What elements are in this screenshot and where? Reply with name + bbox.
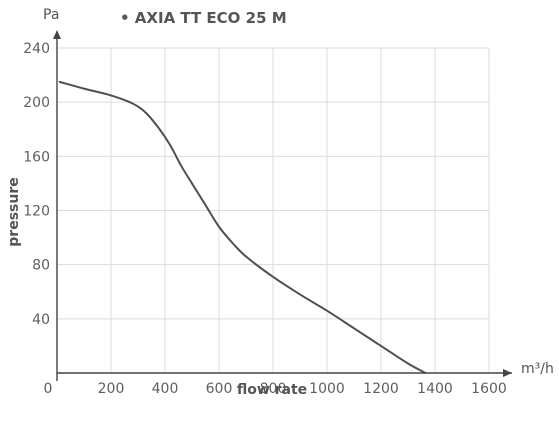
series-layer [58, 80, 427, 374]
y-tick-label: 200 [23, 95, 50, 111]
axes: 0 200 400 600 800 1000 1200 1400 1600 40 80 120 160 2… [23, 30, 512, 397]
x-axis-arrow-icon [503, 369, 512, 377]
x-tick-label: 800 [260, 381, 287, 397]
y-axis-unit: Pa [43, 7, 59, 23]
y-tick-label: 240 [23, 41, 50, 57]
x-tick-label: 1600 [471, 381, 507, 397]
series-line-0 [58, 80, 427, 374]
y-axis-label: pressure [6, 177, 22, 246]
x-tick-label: 400 [152, 381, 179, 397]
x-tick-label: 1000 [309, 381, 345, 397]
x-tick-label: 0 [44, 381, 53, 397]
x-axis-label: flow rate [237, 382, 307, 398]
x-tick-label: 1400 [417, 381, 453, 397]
x-tick-label: 1200 [363, 381, 399, 397]
y-tick-label: 40 [32, 312, 50, 328]
y-axis-arrow-icon [53, 30, 61, 39]
x-axis-unit: m³/h [521, 361, 554, 377]
x-tick-label: 600 [206, 381, 233, 397]
chart-title: • AXIA TT ECO 25 M [120, 9, 287, 27]
grid [57, 47, 490, 373]
y-tick-label: 120 [23, 204, 50, 220]
x-tick-label: 200 [98, 381, 125, 397]
y-tick-label: 160 [23, 149, 50, 165]
y-tick-label: 80 [32, 258, 50, 274]
labels: • AXIA TT ECO 25 M flow rate pressure Pa… [6, 7, 554, 398]
